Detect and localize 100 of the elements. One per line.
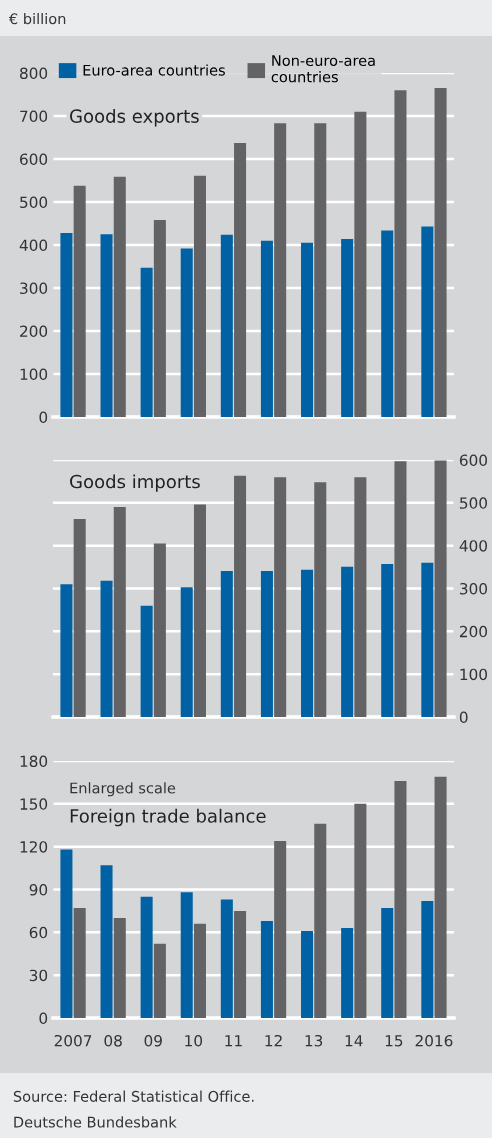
- bar: [220, 570, 233, 717]
- x-tick-label: 11: [225, 1035, 242, 1047]
- bar: [274, 123, 287, 417]
- bar: [354, 477, 367, 717]
- text: Foreign trade balance: [70, 808, 266, 827]
- bar: [234, 475, 247, 717]
- y2-tick-label: 400: [459, 540, 488, 552]
- bar: [100, 865, 113, 1018]
- bar: [113, 918, 126, 1018]
- bar: [314, 482, 327, 717]
- bar: [73, 519, 86, 717]
- bar: [180, 587, 193, 717]
- y-tick-label: 120: [20, 841, 48, 853]
- y-tick-label: 0: [39, 411, 48, 424]
- y2-tick-label: 600: [459, 454, 488, 467]
- bar: [220, 234, 233, 417]
- y-tick-label: 400: [19, 239, 48, 252]
- bar: [100, 234, 113, 417]
- bar: [260, 570, 273, 717]
- x-tick-label: 2016: [415, 1034, 453, 1047]
- bar: [113, 176, 126, 417]
- bar: [60, 232, 73, 417]
- bar: [234, 143, 247, 417]
- bar: [73, 908, 86, 1018]
- text: Goods exports: [70, 108, 199, 127]
- y-tick-label: 90: [29, 883, 48, 896]
- x-tick-label: 2007: [54, 1034, 92, 1047]
- x-tick-label: 15: [385, 1035, 403, 1047]
- y-tick-label: 200: [20, 325, 48, 338]
- bar: [140, 896, 153, 1018]
- bar: [354, 803, 367, 1018]
- bar: [394, 90, 407, 417]
- bar: [260, 920, 273, 1018]
- y-axis-title: € billion: [8, 12, 66, 25]
- y-tick-label: 100: [20, 368, 48, 381]
- bar: [113, 507, 126, 717]
- bar: [381, 230, 394, 417]
- bar: [341, 238, 354, 417]
- x-tick-label: 13: [305, 1034, 323, 1047]
- bar: [341, 566, 354, 717]
- bar: [381, 564, 394, 717]
- bar: [394, 461, 407, 717]
- text: Deutsche Bundesbank: [14, 1116, 177, 1128]
- bar: [394, 780, 407, 1018]
- y-tick-label: 30: [29, 969, 48, 982]
- y-tick-label: 60: [29, 926, 48, 939]
- bar: [260, 240, 273, 417]
- bar: [193, 175, 206, 417]
- text: Enlarged scale: [70, 782, 176, 797]
- bar: [193, 923, 206, 1018]
- y-tick-label: 500: [20, 196, 48, 209]
- y2-tick-label: 0: [459, 711, 468, 724]
- y2-tick-label: 500: [460, 497, 488, 509]
- bar: [301, 569, 314, 717]
- bar: [73, 185, 86, 417]
- bar: [381, 908, 394, 1018]
- bar: [153, 543, 166, 717]
- bar: [434, 776, 447, 1018]
- bar: [341, 928, 354, 1018]
- y-tick-label: 800: [20, 67, 48, 80]
- bar: [314, 123, 327, 417]
- x-tick-label: 10: [185, 1034, 203, 1047]
- source-note: Source: Federal Statistical Office.: [13, 1090, 254, 1102]
- bar: [153, 943, 166, 1018]
- y2-tick-label: 100: [460, 668, 488, 681]
- x-tick-label: 08: [104, 1034, 122, 1047]
- y-tick-label: 300: [20, 282, 48, 295]
- bar: [140, 605, 153, 717]
- legend-label: Non-euro-area countries: [271, 55, 375, 83]
- legend-label: Euro-area countries: [83, 64, 225, 76]
- y-tick-label: 0: [39, 1012, 48, 1025]
- bar: [354, 111, 367, 417]
- y-tick-label: 600: [20, 153, 48, 166]
- y-tick-label: 180: [20, 755, 48, 768]
- bar: [234, 910, 247, 1018]
- bar: [100, 580, 113, 717]
- bar: [193, 504, 206, 717]
- bar: [140, 267, 153, 417]
- text: Goods imports: [70, 474, 200, 492]
- bar: [274, 840, 287, 1018]
- bar: [60, 584, 73, 717]
- bar: [274, 477, 287, 717]
- bar: [180, 892, 193, 1018]
- y2-tick-label: 300: [460, 582, 488, 595]
- bar: [434, 88, 447, 417]
- y-tick-label: 150: [20, 798, 48, 810]
- x-tick-label: 12: [265, 1034, 282, 1047]
- bar: [421, 562, 434, 717]
- bar: [301, 930, 314, 1018]
- x-tick-label: 09: [144, 1034, 162, 1047]
- y2-tick-label: 200: [459, 625, 488, 638]
- bar: [301, 242, 314, 417]
- bar: [153, 220, 166, 417]
- x-tick-label: 14: [345, 1035, 363, 1047]
- bar: [434, 460, 447, 717]
- bar: [220, 899, 233, 1018]
- bar: [421, 900, 434, 1018]
- bar: [421, 226, 434, 417]
- y-tick-label: 700: [20, 110, 48, 123]
- bar: [60, 849, 73, 1018]
